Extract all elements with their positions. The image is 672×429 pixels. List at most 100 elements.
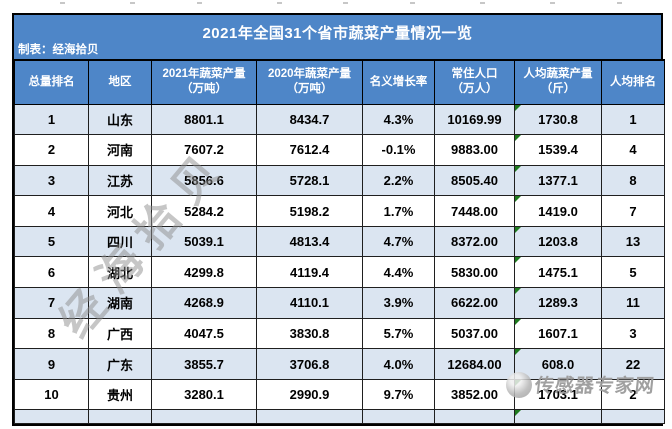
cell-r2-c4: -0.1% — [362, 134, 435, 166]
cell-r6-c7: 5 — [601, 256, 665, 289]
cell-r7-c5: 6622.00 — [434, 287, 515, 319]
cell-r3-c2: 5856.6 — [151, 164, 257, 197]
cell-r10-c2: 3280.1 — [151, 378, 257, 411]
table-row: 5 四川 5039.1 4813.4 4.7% 8372.00 1203.8 13 — [14, 225, 665, 258]
vegetable-production-table: 2021年全国31个省市蔬菜产量情况一览 制表：经海拾贝 总量排名 地区 2021年… — [12, 13, 665, 427]
cell-r6-c3: 4119.4 — [256, 256, 363, 289]
cell-r1-c3: 8434.7 — [256, 103, 363, 136]
table-row: 1 山东 8801.1 8434.7 4.3% 10169.99 1730.8 1 — [14, 103, 665, 136]
cell-r4-c6: 1419.0 — [514, 195, 602, 227]
table-row: 8 广西 4047.5 3830.8 5.7% 5037.00 1607.1 3 — [14, 317, 665, 350]
cell-r3-c3: 5728.1 — [256, 164, 363, 197]
cell-r2-c3: 7612.4 — [256, 134, 363, 166]
cell-r7-c3: 4110.1 — [256, 287, 363, 319]
cell-r8-c3: 3830.8 — [256, 317, 363, 350]
cell-r8-c0: 8 — [14, 317, 89, 350]
cell-r7-c0: 7 — [14, 287, 89, 319]
table-title-block: 2021年全国31个省市蔬菜产量情况一览 制表：经海拾贝 — [14, 15, 661, 59]
column-header-7: 人均排名 — [601, 59, 665, 105]
cell-r5-c1: 四川 — [88, 225, 152, 258]
cell-r8-c5: 5037.00 — [434, 317, 515, 350]
cell-r1-c1: 山东 — [88, 103, 152, 136]
cell-r1-c7: 1 — [601, 103, 665, 136]
cell-partial-c0 — [14, 409, 89, 425]
cell-r5-c3: 4813.4 — [256, 225, 363, 258]
gridline-tick — [617, 2, 622, 4]
cell-r1-c4: 4.3% — [362, 103, 435, 136]
gridline-tick — [60, 2, 65, 4]
cell-r3-c5: 8505.40 — [434, 164, 515, 197]
cell-r4-c1: 河北 — [88, 195, 152, 227]
cell-r4-c7: 7 — [601, 195, 665, 227]
cell-r9-c0: 9 — [14, 348, 89, 380]
table-row: 4 河北 5284.2 5198.2 1.7% 7448.00 1419.0 7 — [14, 195, 665, 227]
table-row: 10 贵州 3280.1 2990.9 9.7% 3852.00 1703.1 2 — [14, 378, 665, 411]
cell-r7-c1: 湖南 — [88, 287, 152, 319]
cell-r2-c6: 1539.4 — [514, 134, 602, 166]
cell-r10-c0: 10 — [14, 378, 89, 411]
cell-partial-c3 — [256, 409, 363, 425]
column-header-1: 地区 — [88, 59, 152, 105]
cell-r1-c0: 1 — [14, 103, 89, 136]
cell-partial-c4 — [362, 409, 435, 425]
cell-partial-c7 — [601, 409, 665, 425]
cell-partial-c1 — [88, 409, 152, 425]
cell-r7-c6: 1289.3 — [514, 287, 602, 319]
cell-r8-c4: 5.7% — [362, 317, 435, 350]
cell-r4-c3: 5198.2 — [256, 195, 363, 227]
cell-r5-c0: 5 — [14, 225, 89, 258]
cell-r1-c2: 8801.1 — [151, 103, 257, 136]
cell-r6-c6: 1475.1 — [514, 256, 602, 289]
cell-r7-c2: 4268.9 — [151, 287, 257, 319]
cell-r8-c7: 3 — [601, 317, 665, 350]
table-author-note: 制表：经海拾贝 — [18, 44, 99, 56]
cell-r4-c5: 7448.00 — [434, 195, 515, 227]
cell-r8-c6: 1607.1 — [514, 317, 602, 350]
gridline-tick — [130, 2, 135, 4]
cell-r8-c2: 4047.5 — [151, 317, 257, 350]
cell-r10-c5: 3852.00 — [434, 378, 515, 411]
column-header-4: 名义增长率 — [362, 59, 435, 105]
data-table: 总量排名 地区 2021年蔬菜产量 （万吨） 2020年蔬菜产量 （万吨） 名义增长率常… — [14, 59, 665, 425]
table-row: 6 湖北 4299.8 4119.4 4.4% 5830.00 1475.1 5 — [14, 256, 665, 289]
cell-r5-c7: 13 — [601, 225, 665, 258]
cell-r2-c2: 7607.2 — [151, 134, 257, 166]
cell-r5-c6: 1203.8 — [514, 225, 602, 258]
cell-r10-c6: 1703.1 — [514, 378, 602, 411]
cell-r3-c1: 江苏 — [88, 164, 152, 197]
cell-r5-c5: 8372.00 — [434, 225, 515, 258]
column-header-5: 常住人口 （万人） — [434, 59, 515, 105]
cell-r7-c4: 3.9% — [362, 287, 435, 319]
cell-r6-c2: 4299.8 — [151, 256, 257, 289]
cell-r10-c4: 9.7% — [362, 378, 435, 411]
cell-r6-c1: 湖北 — [88, 256, 152, 289]
cell-r4-c2: 5284.2 — [151, 195, 257, 227]
column-header-2: 2021年蔬菜产量 （万吨） — [151, 59, 257, 105]
gridline-tick — [550, 2, 555, 4]
cell-r5-c4: 4.7% — [362, 225, 435, 258]
table-title: 2021年全国31个省市蔬菜产量情况一览 — [202, 25, 473, 42]
cell-partial-c6 — [514, 409, 602, 425]
cell-r5-c2: 5039.1 — [151, 225, 257, 258]
gridline-tick — [197, 2, 202, 4]
cell-r9-c1: 广东 — [88, 348, 152, 380]
table-row: 2 河南 7607.2 7612.4 -0.1% 9883.00 1539.4 4 — [14, 134, 665, 166]
cell-r6-c0: 6 — [14, 256, 89, 289]
cell-r8-c1: 广西 — [88, 317, 152, 350]
cell-r2-c1: 河南 — [88, 134, 152, 166]
cell-r4-c4: 1.7% — [362, 195, 435, 227]
cell-r10-c1: 贵州 — [88, 378, 152, 411]
cell-r3-c0: 3 — [14, 164, 89, 197]
table-row: 7 湖南 4268.9 4110.1 3.9% 6622.00 1289.3 11 — [14, 287, 665, 319]
gridline-tick — [480, 2, 485, 4]
cell-r9-c4: 4.0% — [362, 348, 435, 380]
cell-partial-c2 — [151, 409, 257, 425]
cell-r9-c5: 12684.00 — [434, 348, 515, 380]
cell-r2-c5: 9883.00 — [434, 134, 515, 166]
cell-r10-c3: 2990.9 — [256, 378, 363, 411]
cell-r7-c7: 11 — [601, 287, 665, 319]
table-row: 3 江苏 5856.6 5728.1 2.2% 8505.40 1377.1 8 — [14, 164, 665, 197]
gridline-tick — [343, 2, 348, 4]
cell-r2-c7: 4 — [601, 134, 665, 166]
